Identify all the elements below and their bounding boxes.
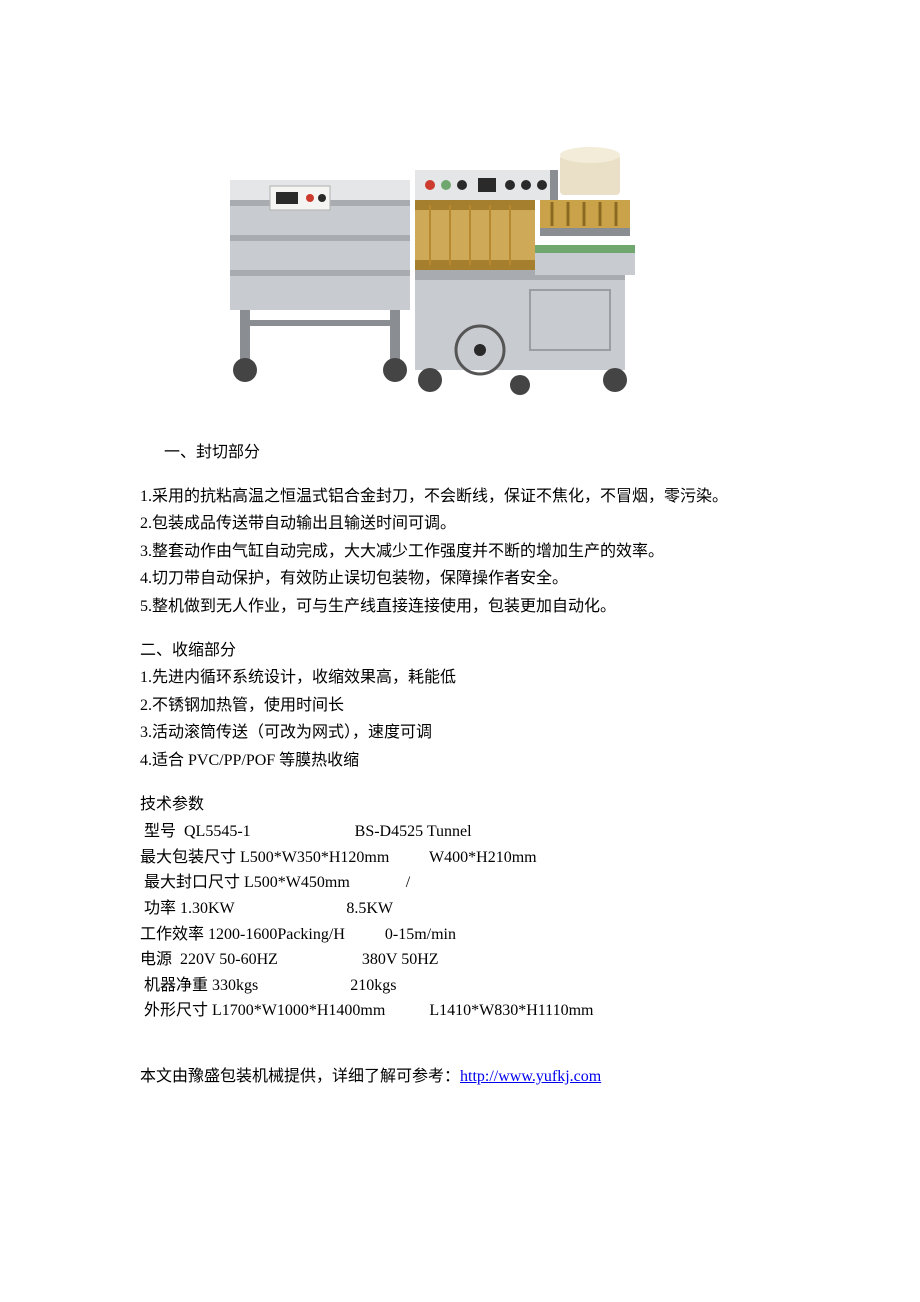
list-item: 2.不锈钢加热管，使用时间长 [140, 693, 800, 719]
section-2: 二、收缩部分 1.先进内循环系统设计，收缩效果高，耗能低 2.不锈钢加热管，使用… [140, 638, 800, 774]
specs-block: 技术参数 型号 QL5545-1 BS-D4525 Tunnel 最大包装尺寸 … [140, 792, 800, 1024]
footer-text: 本文由豫盛包装机械提供，详细了解可参考： [140, 1068, 460, 1085]
footer-line: 本文由豫盛包装机械提供，详细了解可参考：http://www.yufkj.com [140, 1064, 800, 1090]
list-item: 2.包装成品传送带自动输出且输送时间可调。 [140, 511, 800, 537]
source-link[interactable]: http://www.yufkj.com [460, 1068, 601, 1085]
list-item: 1.采用的抗粘高温之恒温式铝合金封刀，不会断线，保证不焦化，不冒烟，零污染。 [140, 484, 800, 510]
list-item: 3.整套动作由气缸自动完成，大大减少工作强度并不断的增加生产的效率。 [140, 539, 800, 565]
spec-row: 型号 QL5545-1 BS-D4525 Tunnel [140, 819, 800, 845]
list-item: 5.整机做到无人作业，可与生产线直接连接使用，包装更加自动化。 [140, 594, 800, 620]
list-item: 3.活动滚筒传送（可改为网式），速度可调 [140, 720, 800, 746]
specs-title: 技术参数 [140, 792, 800, 818]
section-2-title: 二、收缩部分 [140, 638, 800, 664]
section-1-title: 一、封切部分 [164, 440, 800, 466]
spec-row: 工作效率 1200-1600Packing/H 0-15m/min [140, 922, 800, 948]
spec-row: 机器净重 330kgs 210kgs [140, 973, 800, 999]
list-item: 1.先进内循环系统设计，收缩效果高，耗能低 [140, 665, 800, 691]
product-image [180, 60, 660, 420]
document-page: 一、封切部分 1.采用的抗粘高温之恒温式铝合金封刀，不会断线，保证不焦化，不冒烟… [0, 0, 920, 1302]
list-item: 4.适合 PVC/PP/POF 等膜热收缩 [140, 748, 800, 774]
spec-row: 电源 220V 50-60HZ 380V 50HZ [140, 947, 800, 973]
list-item: 4.切刀带自动保护，有效防止误切包装物，保障操作者安全。 [140, 566, 800, 592]
machine-illustration [180, 60, 660, 420]
spec-row: 功率 1.30KW 8.5KW [140, 896, 800, 922]
section-1-list: 1.采用的抗粘高温之恒温式铝合金封刀，不会断线，保证不焦化，不冒烟，零污染。 2… [140, 484, 800, 620]
spec-row: 最大包装尺寸 L500*W350*H120mm W400*H210mm [140, 845, 800, 871]
spec-row: 外形尺寸 L1700*W1000*H1400mm L1410*W830*H111… [140, 998, 800, 1024]
spec-row: 最大封口尺寸 L500*W450mm / [140, 870, 800, 896]
